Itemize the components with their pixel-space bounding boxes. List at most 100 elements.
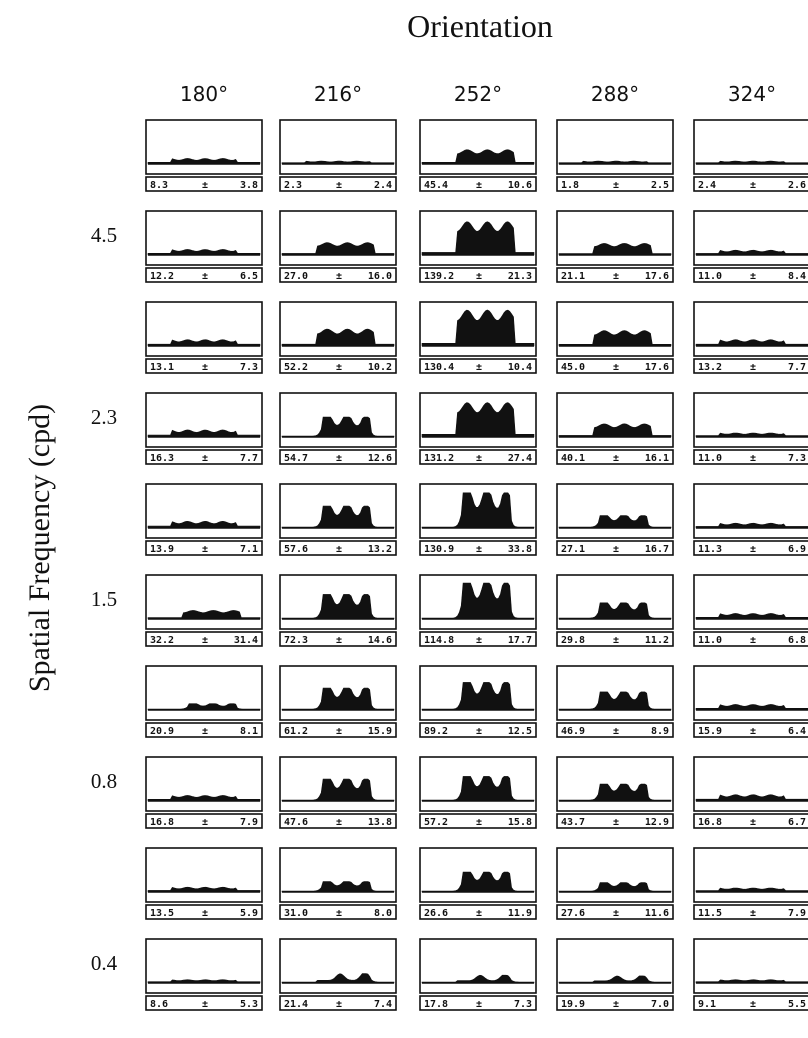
sd-rate: 10.4 [508, 362, 532, 373]
plus-minus: ± [476, 635, 482, 646]
sd-rate: 17.7 [508, 635, 532, 646]
plus-minus: ± [613, 271, 619, 282]
histogram-panel: 17.8 ±7.3 [420, 939, 536, 1010]
histogram-panel: 45.4 ±10.6 [420, 120, 536, 191]
plus-minus: ± [750, 635, 756, 646]
sd-rate: 15.9 [368, 726, 392, 737]
histogram-panel: 8.3 ±3.8 [146, 120, 262, 191]
plus-minus: ± [750, 453, 756, 464]
mean-rate: 46.9 [561, 726, 585, 737]
plus-minus: ± [336, 999, 342, 1010]
plus-minus: ± [476, 453, 482, 464]
sd-rate: 15.8 [508, 817, 532, 828]
sd-rate: 6.8 [788, 635, 806, 646]
plus-minus: ± [476, 362, 482, 373]
mean-rate: 29.8 [561, 635, 585, 646]
panel-frame [146, 575, 262, 629]
panel-frame [280, 302, 396, 356]
panel-frame [694, 211, 808, 265]
plus-minus: ± [336, 362, 342, 373]
plus-minus: ± [202, 817, 208, 828]
sd-rate: 10.6 [508, 180, 532, 191]
histogram-panel: 16.8 ±7.9 [146, 757, 262, 828]
histogram-panel: 131.2 ±27.4 [420, 393, 536, 464]
sd-rate: 16.1 [645, 453, 669, 464]
histogram-panel: 57.6 ±13.2 [280, 484, 396, 555]
plus-minus: ± [476, 908, 482, 919]
mean-rate: 15.9 [698, 726, 722, 737]
plus-minus: ± [336, 635, 342, 646]
sd-rate: 12.5 [508, 726, 532, 737]
plus-minus: ± [336, 544, 342, 555]
sd-rate: 3.8 [240, 180, 258, 191]
sd-rate: 6.4 [788, 726, 806, 737]
plus-minus: ± [476, 544, 482, 555]
sd-rate: 11.9 [508, 908, 532, 919]
mean-rate: 40.1 [561, 453, 585, 464]
mean-rate: 13.9 [150, 544, 174, 555]
sd-rate: 6.9 [788, 544, 806, 555]
plus-minus: ± [476, 999, 482, 1010]
sd-rate: 7.3 [788, 453, 806, 464]
panel-frame [694, 939, 808, 993]
histogram-panel: 1.8 ±2.5 [557, 120, 673, 191]
histogram-panel: 11.0 ±6.8 [694, 575, 808, 646]
histogram-panel: 32.2 ±31.4 [146, 575, 262, 646]
mean-rate: 11.3 [698, 544, 722, 555]
panel-frame [694, 120, 808, 174]
sd-rate: 16.7 [645, 544, 669, 555]
histogram-panel: 11.0 ±8.4 [694, 211, 808, 282]
plus-minus: ± [202, 544, 208, 555]
plus-minus: ± [336, 817, 342, 828]
histogram-panel: 21.1 ±17.6 [557, 211, 673, 282]
mean-rate: 45.0 [561, 362, 585, 373]
panel-frame [557, 575, 673, 629]
mean-rate: 2.3 [284, 180, 302, 191]
histogram-panel: 16.3 ±7.7 [146, 393, 262, 464]
sd-rate: 13.8 [368, 817, 392, 828]
plus-minus: ± [750, 908, 756, 919]
plus-minus: ± [613, 908, 619, 919]
histogram-panel: 29.8 ±11.2 [557, 575, 673, 646]
sd-rate: 8.4 [788, 271, 806, 282]
histogram-panel: 52.2 ±10.2 [280, 302, 396, 373]
panel-frame [420, 848, 536, 902]
plus-minus: ± [750, 362, 756, 373]
plus-minus: ± [613, 362, 619, 373]
plus-minus: ± [336, 908, 342, 919]
sd-rate: 7.9 [240, 817, 258, 828]
plus-minus: ± [750, 999, 756, 1010]
plus-minus: ± [336, 726, 342, 737]
sd-rate: 31.4 [234, 635, 258, 646]
histogram-panel: 11.5 ±7.9 [694, 848, 808, 919]
sd-rate: 7.7 [788, 362, 806, 373]
histogram-panel: 16.8 ±6.7 [694, 757, 808, 828]
histogram-panel: 45.0 ±17.6 [557, 302, 673, 373]
sd-rate: 17.6 [645, 362, 669, 373]
panel-frame [280, 666, 396, 720]
mean-rate: 31.0 [284, 908, 308, 919]
sd-rate: 5.5 [788, 999, 806, 1010]
histogram-panel: 89.2 ±12.5 [420, 666, 536, 737]
panel-frame [694, 848, 808, 902]
mean-rate: 130.9 [424, 544, 454, 555]
panel-frame [146, 484, 262, 538]
histogram-panel: 11.0 ±7.3 [694, 393, 808, 464]
plus-minus: ± [202, 180, 208, 191]
mean-rate: 13.5 [150, 908, 174, 919]
sd-rate: 17.6 [645, 271, 669, 282]
mean-rate: 54.7 [284, 453, 308, 464]
sd-rate: 14.6 [368, 635, 392, 646]
histogram-panel: 130.9 ±33.8 [420, 484, 536, 555]
panel-frame [694, 484, 808, 538]
sd-rate: 33.8 [508, 544, 532, 555]
sd-rate: 6.7 [788, 817, 806, 828]
panel-frame [146, 120, 262, 174]
mean-rate: 61.2 [284, 726, 308, 737]
plus-minus: ± [613, 635, 619, 646]
plus-minus: ± [476, 817, 482, 828]
sd-rate: 7.4 [374, 999, 392, 1010]
mean-rate: 19.9 [561, 999, 585, 1010]
mean-rate: 21.4 [284, 999, 308, 1010]
panel-frame [146, 757, 262, 811]
